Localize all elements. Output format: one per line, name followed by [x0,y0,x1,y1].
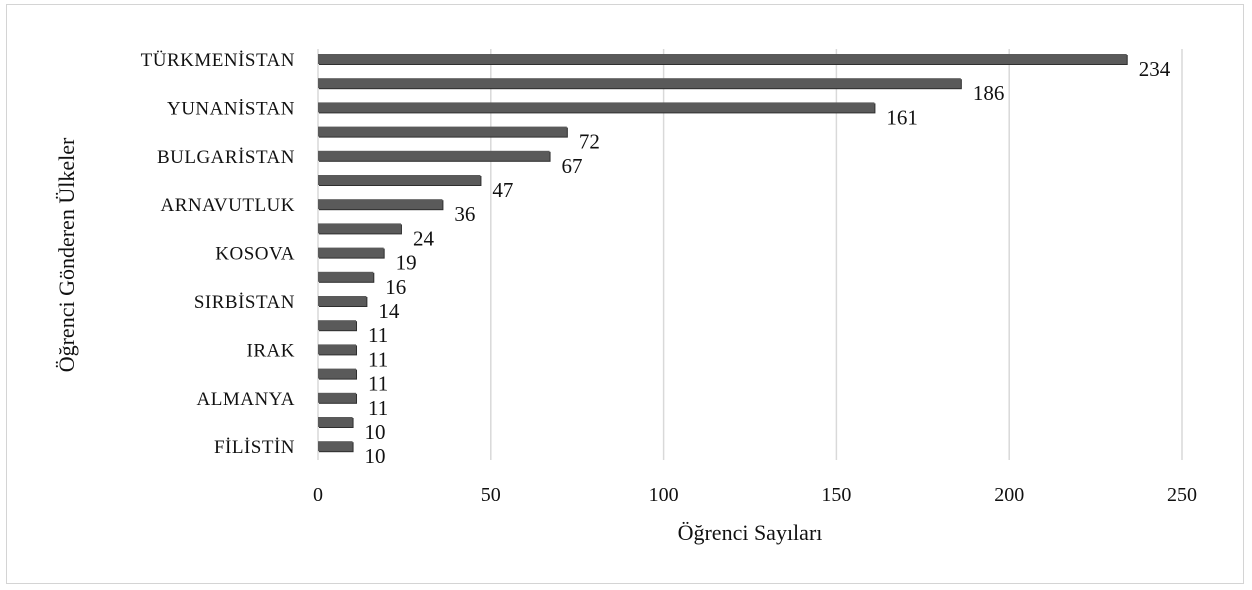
data-label: 11 [368,396,388,420]
data-label: 24 [413,226,435,250]
bar [318,441,353,452]
data-label: 10 [365,444,386,468]
x-tick-label: 200 [994,484,1024,506]
bar [318,344,357,355]
y-axis-title: Öğrenci Gönderen Ülkeler [54,137,79,372]
category-label: TÜRKMENİSTAN [141,50,295,71]
bar [318,271,374,282]
category-label: SIRBİSTAN [194,292,295,313]
data-label: 234 [1139,57,1171,81]
bar [318,417,353,427]
gridlines [317,49,1183,460]
bar [318,368,357,379]
data-label: 16 [385,275,406,299]
x-tick-label: 100 [649,484,679,506]
data-label: 161 [886,105,918,129]
data-label: 11 [368,323,388,347]
data-label: 67 [562,154,583,178]
bar [318,54,1127,64]
x-axis-title: Öğrenci Sayıları [678,520,823,545]
bar [318,296,367,306]
x-tick-label: 0 [313,484,323,506]
category-label: KOSOVA [215,244,295,265]
category-label: ALMANYA [197,389,296,410]
data-label: 72 [579,130,600,154]
x-tick-label: 150 [821,484,851,506]
x-tick-label: 50 [481,484,501,506]
category-label: ARNAVUTLUK [161,195,295,216]
data-label: 11 [368,347,388,371]
data-label: 36 [454,202,475,226]
data-label: 19 [396,251,417,275]
category-label: YUNANİSTAN [167,98,295,119]
bar-chart: TÜRKMENİSTAN YUNANİSTAN BULGARİSTAN ARNAVUT… [54,49,1197,545]
bar [318,78,961,89]
bar [318,150,550,161]
bar [318,126,567,137]
bar [318,247,384,258]
data-label: 10 [365,420,386,444]
chart-frame: TÜRKMENİSTAN YUNANİSTAN BULGARİSTAN ARNAVUT… [6,4,1244,584]
category-label: FİLİSTİN [214,437,295,458]
bar [318,102,875,113]
category-labels: TÜRKMENİSTAN YUNANİSTAN BULGARİSTAN ARNAVUT… [141,50,295,458]
category-label: IRAK [247,340,295,361]
data-label: 11 [368,372,388,396]
x-tick-labels: 0 50 100 150 200 250 [313,484,1197,506]
x-tick-label: 250 [1167,484,1197,506]
bar [318,199,443,210]
bar [318,320,357,331]
data-label: 47 [492,178,513,202]
bar [318,175,481,185]
bar [318,223,401,234]
data-label: 186 [973,81,1005,105]
data-label: 14 [378,299,400,323]
bars [318,54,1128,453]
bar [318,392,357,403]
category-label: BULGARİSTAN [157,147,295,168]
